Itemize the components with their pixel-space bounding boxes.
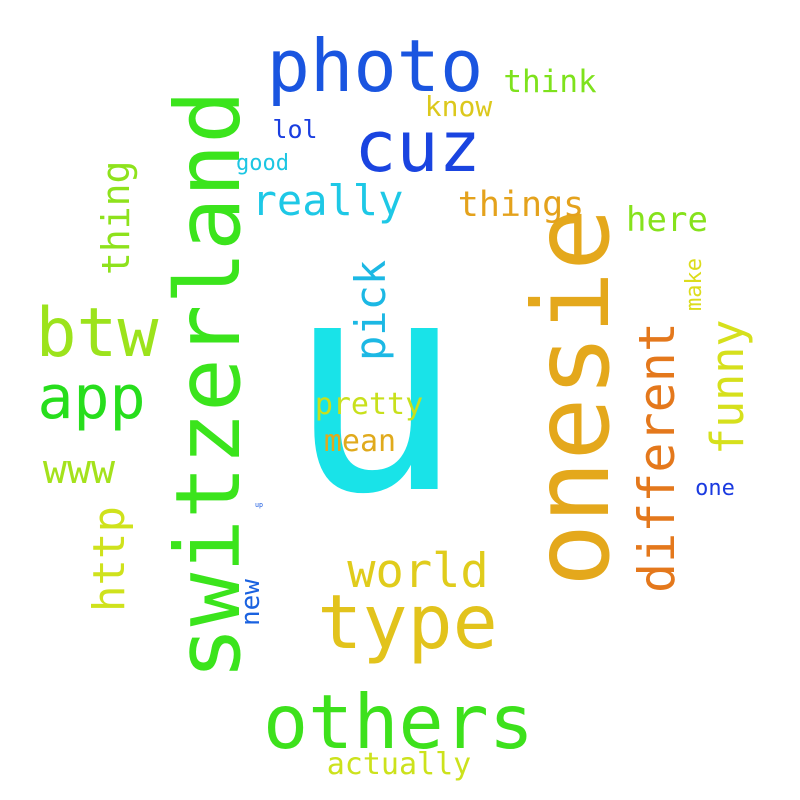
word-cuz: cuz: [354, 106, 481, 188]
word-good: good: [236, 151, 289, 176]
word-new: new: [236, 579, 266, 626]
word-lol: lol: [272, 115, 318, 144]
word-really: really: [251, 176, 404, 225]
word-actually: actually: [326, 747, 472, 782]
word-type: type: [317, 578, 498, 666]
word-up: up: [255, 501, 263, 510]
word-photo: photo: [266, 24, 484, 108]
word-know: know: [424, 90, 493, 123]
word-http: http: [84, 506, 135, 612]
word-thing: thing: [94, 160, 138, 275]
word-think: think: [503, 64, 597, 100]
word-one: one: [695, 476, 735, 501]
word-here: here: [626, 200, 708, 240]
word-onesie: onesie: [511, 207, 633, 588]
word-pretty: pretty: [314, 387, 424, 422]
word-world: world: [347, 544, 489, 599]
word-others: others: [263, 678, 534, 766]
word-u: u: [286, 215, 464, 559]
word-make: make: [682, 258, 707, 312]
word-btw: btw: [35, 294, 159, 373]
word-app: app: [37, 363, 146, 433]
word-things: things: [457, 185, 585, 225]
word-funny: funny: [701, 319, 754, 456]
word-mean: mean: [323, 424, 397, 459]
word-www: www: [42, 447, 116, 493]
word-pick: pick: [346, 259, 395, 361]
word-different: different: [628, 322, 686, 593]
